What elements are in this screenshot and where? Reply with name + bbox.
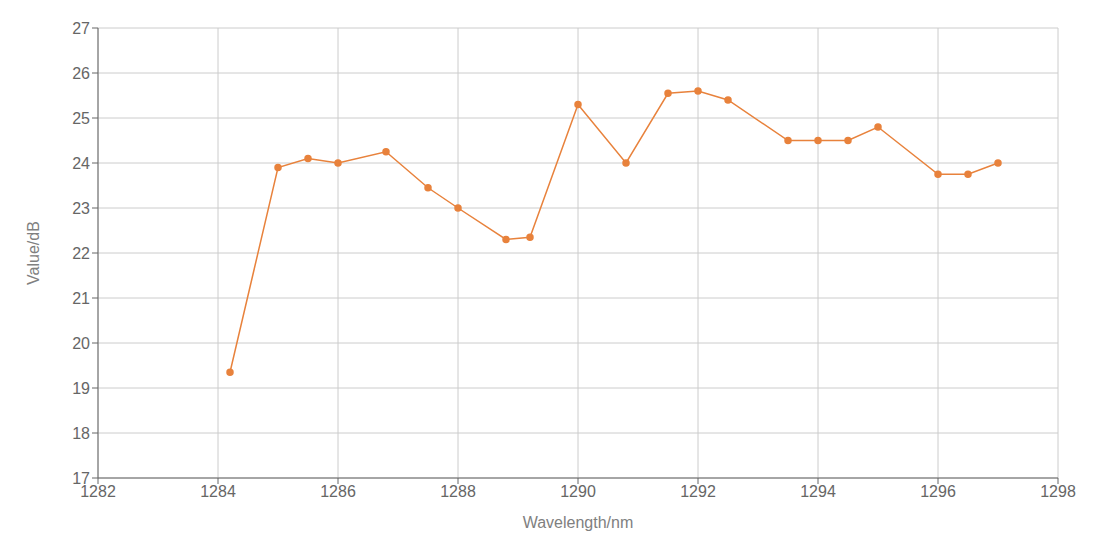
svg-text:Wavelength/nm: Wavelength/nm — [523, 514, 634, 531]
svg-text:1296: 1296 — [920, 483, 956, 500]
svg-text:19: 19 — [72, 380, 90, 397]
svg-text:1288: 1288 — [440, 483, 476, 500]
svg-text:1298: 1298 — [1040, 483, 1076, 500]
svg-text:Value/dB: Value/dB — [25, 221, 42, 285]
svg-text:22: 22 — [72, 245, 90, 262]
svg-text:25: 25 — [72, 110, 90, 127]
svg-text:18: 18 — [72, 425, 90, 442]
svg-text:1282: 1282 — [80, 483, 116, 501]
svg-text:21: 21 — [72, 290, 90, 307]
svg-text:1294: 1294 — [800, 483, 836, 500]
svg-text:26: 26 — [72, 65, 90, 82]
svg-text:1292: 1292 — [680, 483, 716, 500]
svg-text:20: 20 — [72, 335, 90, 352]
svg-text:1286: 1286 — [320, 483, 356, 500]
svg-text:24: 24 — [72, 155, 90, 172]
svg-text:27: 27 — [72, 20, 90, 37]
svg-text:1290: 1290 — [560, 483, 596, 500]
svg-text:1284: 1284 — [200, 483, 236, 500]
svg-text:17: 17 — [72, 470, 90, 487]
svg-text:23: 23 — [72, 200, 90, 217]
